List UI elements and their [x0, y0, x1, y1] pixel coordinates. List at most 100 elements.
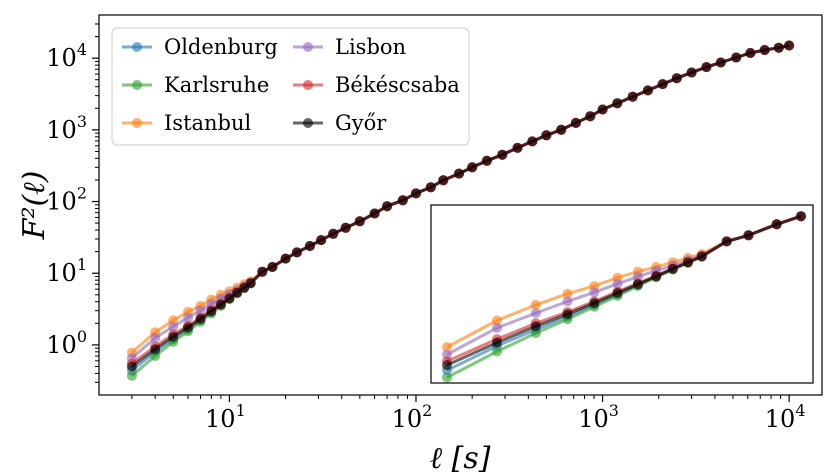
inset-data-point-karlsruhe: [492, 346, 502, 357]
x-tick-label: 102: [392, 401, 433, 433]
data-point-gyor: [328, 228, 339, 239]
inset-data-point-gyor: [721, 236, 732, 247]
data-point-lisbon: [195, 305, 206, 316]
inset-data-point-istanbul: [492, 315, 502, 326]
x-axis-ticks: 101 102 103 104: [131, 395, 806, 433]
data-point-gyor: [686, 67, 697, 78]
inset-data-point-istanbul: [442, 342, 452, 353]
data-point-gyor: [215, 299, 226, 310]
data-point-gyor: [316, 235, 327, 246]
legend-swatch-marker: [303, 80, 313, 90]
inset-data-point-gyor: [612, 288, 623, 298]
data-point-gyor: [206, 306, 217, 317]
data-point-gyor: [784, 40, 795, 51]
data-point-gyor: [585, 111, 596, 122]
data-point-gyor: [481, 155, 492, 166]
data-point-gyor: [541, 130, 552, 141]
data-point-gyor: [257, 266, 268, 277]
data-point-gyor: [612, 98, 623, 109]
legend-swatch-marker: [132, 118, 142, 128]
data-point-gyor: [195, 314, 206, 324]
data-point-gyor: [759, 45, 770, 55]
legend-label: Győr: [335, 111, 387, 135]
data-point-gyor: [671, 73, 682, 84]
y-axis-ticks: 100 101 102 103 104: [46, 23, 99, 383]
data-point-gyor: [438, 175, 449, 186]
inset-panel: [430, 204, 814, 384]
inset-data-point-lisbon: [589, 287, 600, 298]
data-point-gyor: [454, 168, 464, 179]
data-point-gyor: [527, 136, 538, 147]
legend-label: Oldenburg: [164, 35, 278, 59]
inset-data-point-gyor: [682, 257, 693, 268]
data-point-gyor: [556, 124, 567, 135]
inset-series-layer: [442, 211, 806, 383]
x-tick-label: 103: [578, 401, 619, 433]
inset-data-point-gyor: [743, 230, 754, 241]
data-point-lisbon: [150, 332, 161, 343]
data-point-gyor: [701, 62, 712, 73]
inset-data-point-gyor: [651, 271, 662, 282]
y-tick-label: 104: [46, 40, 87, 72]
data-point-gyor: [497, 149, 508, 160]
legend-item-bekescsaba: Békéscsaba: [293, 73, 460, 97]
series-gyor: [126, 40, 795, 372]
inset-data-point-istanbul: [562, 288, 573, 299]
inset-data-point-gyor: [442, 360, 452, 371]
inset-data-point-gyor: [530, 321, 541, 332]
inset-data-point-lisbon: [492, 322, 502, 333]
data-point-gyor: [397, 195, 408, 206]
inset-data-point-karlsruhe: [442, 372, 452, 383]
data-point-lisbon: [183, 312, 193, 323]
data-point-gyor: [280, 253, 291, 264]
data-point-gyor: [168, 331, 179, 342]
inset-data-point-gyor: [589, 298, 600, 309]
legend-swatch-marker: [132, 80, 142, 90]
inset-data-point-gyor: [771, 219, 782, 230]
data-point-gyor: [183, 322, 193, 333]
inset-data-point-lisbon: [530, 308, 541, 319]
data-point-gyor: [354, 216, 365, 227]
data-point-gyor: [627, 91, 638, 102]
data-point-gyor: [715, 57, 726, 68]
inset-data-point-gyor: [696, 251, 707, 262]
data-point-gyor: [245, 278, 256, 289]
data-point-gyor: [232, 287, 243, 298]
data-point-gyor: [773, 42, 784, 53]
data-point-gyor: [512, 142, 523, 153]
x-axis-label: ℓ [s]: [430, 441, 491, 475]
legend: Oldenburg Karlsruhe Istanbul Lisbon Békéscsa…: [111, 27, 470, 146]
legend-label: Istanbul: [164, 111, 252, 135]
y-tick-label: 103: [46, 112, 87, 144]
inset-data-point-gyor: [492, 337, 502, 348]
inset-data-point-gyor: [562, 309, 573, 320]
data-point-gyor: [731, 52, 742, 63]
legend-box: [111, 27, 470, 146]
legend-swatch-marker: [303, 42, 313, 52]
inset-data-point-lisbon: [562, 296, 573, 307]
data-point-gyor: [411, 188, 421, 199]
data-point-lisbon: [168, 321, 179, 332]
main-series-layer: [126, 40, 795, 381]
y-tick-label: 100: [46, 327, 87, 359]
data-point-gyor: [340, 222, 351, 233]
legend-item-karlsruhe: Karlsruhe: [122, 73, 269, 97]
inset-data-point-istanbul: [530, 299, 541, 310]
data-point-gyor: [745, 48, 756, 58]
legend-swatch-marker: [132, 42, 142, 52]
inset-data-point-gyor: [667, 263, 678, 274]
legend-swatch-marker: [303, 118, 313, 128]
legend-label: Karlsruhe: [164, 73, 269, 97]
legend-label: Békéscsaba: [335, 73, 460, 97]
data-point-gyor: [570, 117, 581, 128]
data-point-gyor: [150, 344, 161, 355]
data-point-gyor: [224, 293, 235, 304]
data-point-gyor: [597, 104, 608, 115]
legend-item-lisbon: Lisbon: [293, 35, 406, 59]
x-tick-label: 104: [765, 401, 806, 433]
y-tick-label: 102: [46, 184, 87, 216]
data-point-gyor: [304, 241, 315, 251]
data-point-gyor: [382, 201, 393, 212]
data-point-gyor: [267, 262, 278, 272]
legend-label: Lisbon: [335, 35, 406, 59]
